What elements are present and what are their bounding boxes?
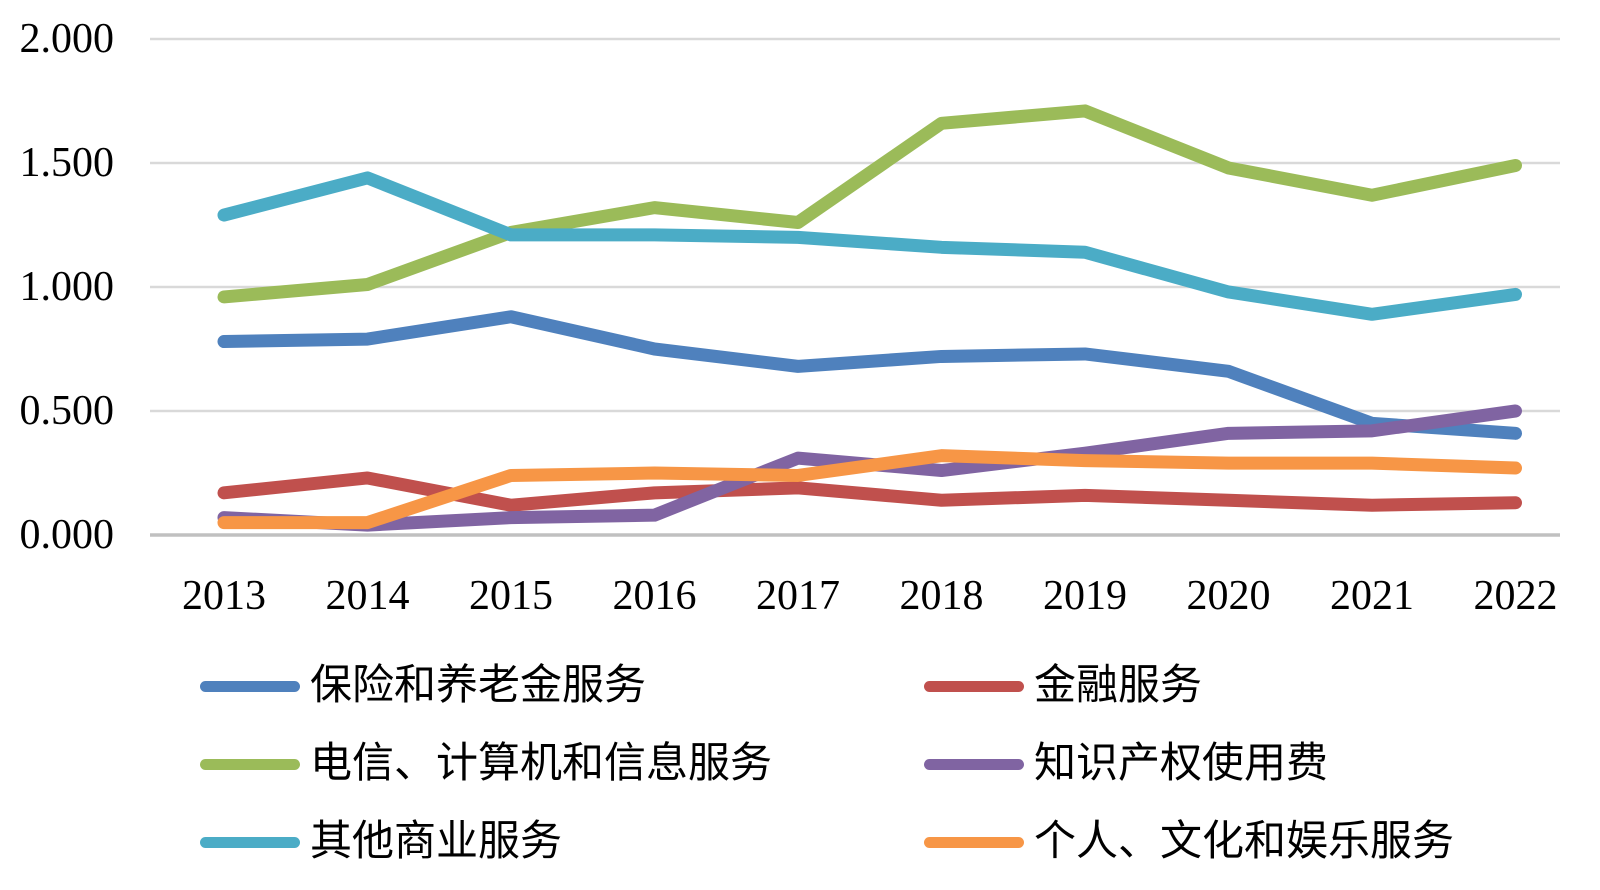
legend-swatch-telecom-computer-information-services (200, 758, 300, 770)
legend-item: 电信、计算机和信息服务 (200, 736, 772, 792)
legend-label-insurance-pension-services: 保险和养老金服务 (310, 663, 647, 709)
legend-label-personal-culture-entertainment-services: 个人、文化和娱乐服务 (1034, 819, 1455, 865)
legend-item: 金融服务 (924, 658, 1202, 714)
x-axis-tick-label: 2022 (1473, 573, 1558, 619)
y-axis-tick-label: 0.500 (19, 388, 115, 434)
y-axis-tick-label: 0.000 (19, 512, 115, 558)
legend-swatch-other-business-services (200, 836, 300, 848)
series-line-insurance-pension-services (217, 310, 1522, 440)
series-line-financial-services (217, 471, 1522, 512)
legend-label-financial-services: 金融服务 (1034, 663, 1203, 709)
legend-label-intellectual-property-royalties: 知识产权使用费 (1034, 741, 1329, 787)
series-line-personal-culture-entertainment-services (217, 449, 1522, 530)
legend-label-other-business-services: 其他商业服务 (310, 819, 563, 865)
y-axis-tick-label: 1.500 (19, 140, 115, 186)
x-axis-tick-label: 2019 (1043, 573, 1127, 619)
y-axis-tick-label: 2.000 (19, 16, 115, 62)
legend-swatch-insurance-pension-services (200, 680, 300, 692)
x-axis-tick-label: 2016 (612, 573, 697, 619)
legend-item: 保险和养老金服务 (200, 658, 646, 714)
legend-swatch-intellectual-property-royalties (924, 758, 1024, 770)
x-axis-tick-label: 2021 (1330, 573, 1414, 619)
legend-swatch-personal-culture-entertainment-services (924, 836, 1024, 848)
legend-item: 个人、文化和娱乐服务 (924, 814, 1454, 870)
y-axis-tick-label: 1.000 (19, 264, 115, 310)
series-line-other-business-services (217, 171, 1522, 321)
legend-swatch-financial-services (924, 680, 1024, 692)
x-axis-tick-label: 2020 (1186, 573, 1271, 619)
legend-item: 知识产权使用费 (924, 736, 1328, 792)
x-axis-tick-label: 2015 (469, 573, 553, 619)
legend-label-telecom-computer-information-services: 电信、计算机和信息服务 (310, 741, 773, 787)
x-axis-tick-label: 2013 (182, 573, 266, 619)
x-axis-tick-label: 2018 (899, 573, 984, 619)
x-axis-tick-label: 2014 (325, 573, 410, 619)
x-axis-tick-label: 2017 (756, 573, 840, 619)
series-line-telecom-computer-information-services (217, 104, 1522, 304)
legend-item: 其他商业服务 (200, 814, 562, 870)
